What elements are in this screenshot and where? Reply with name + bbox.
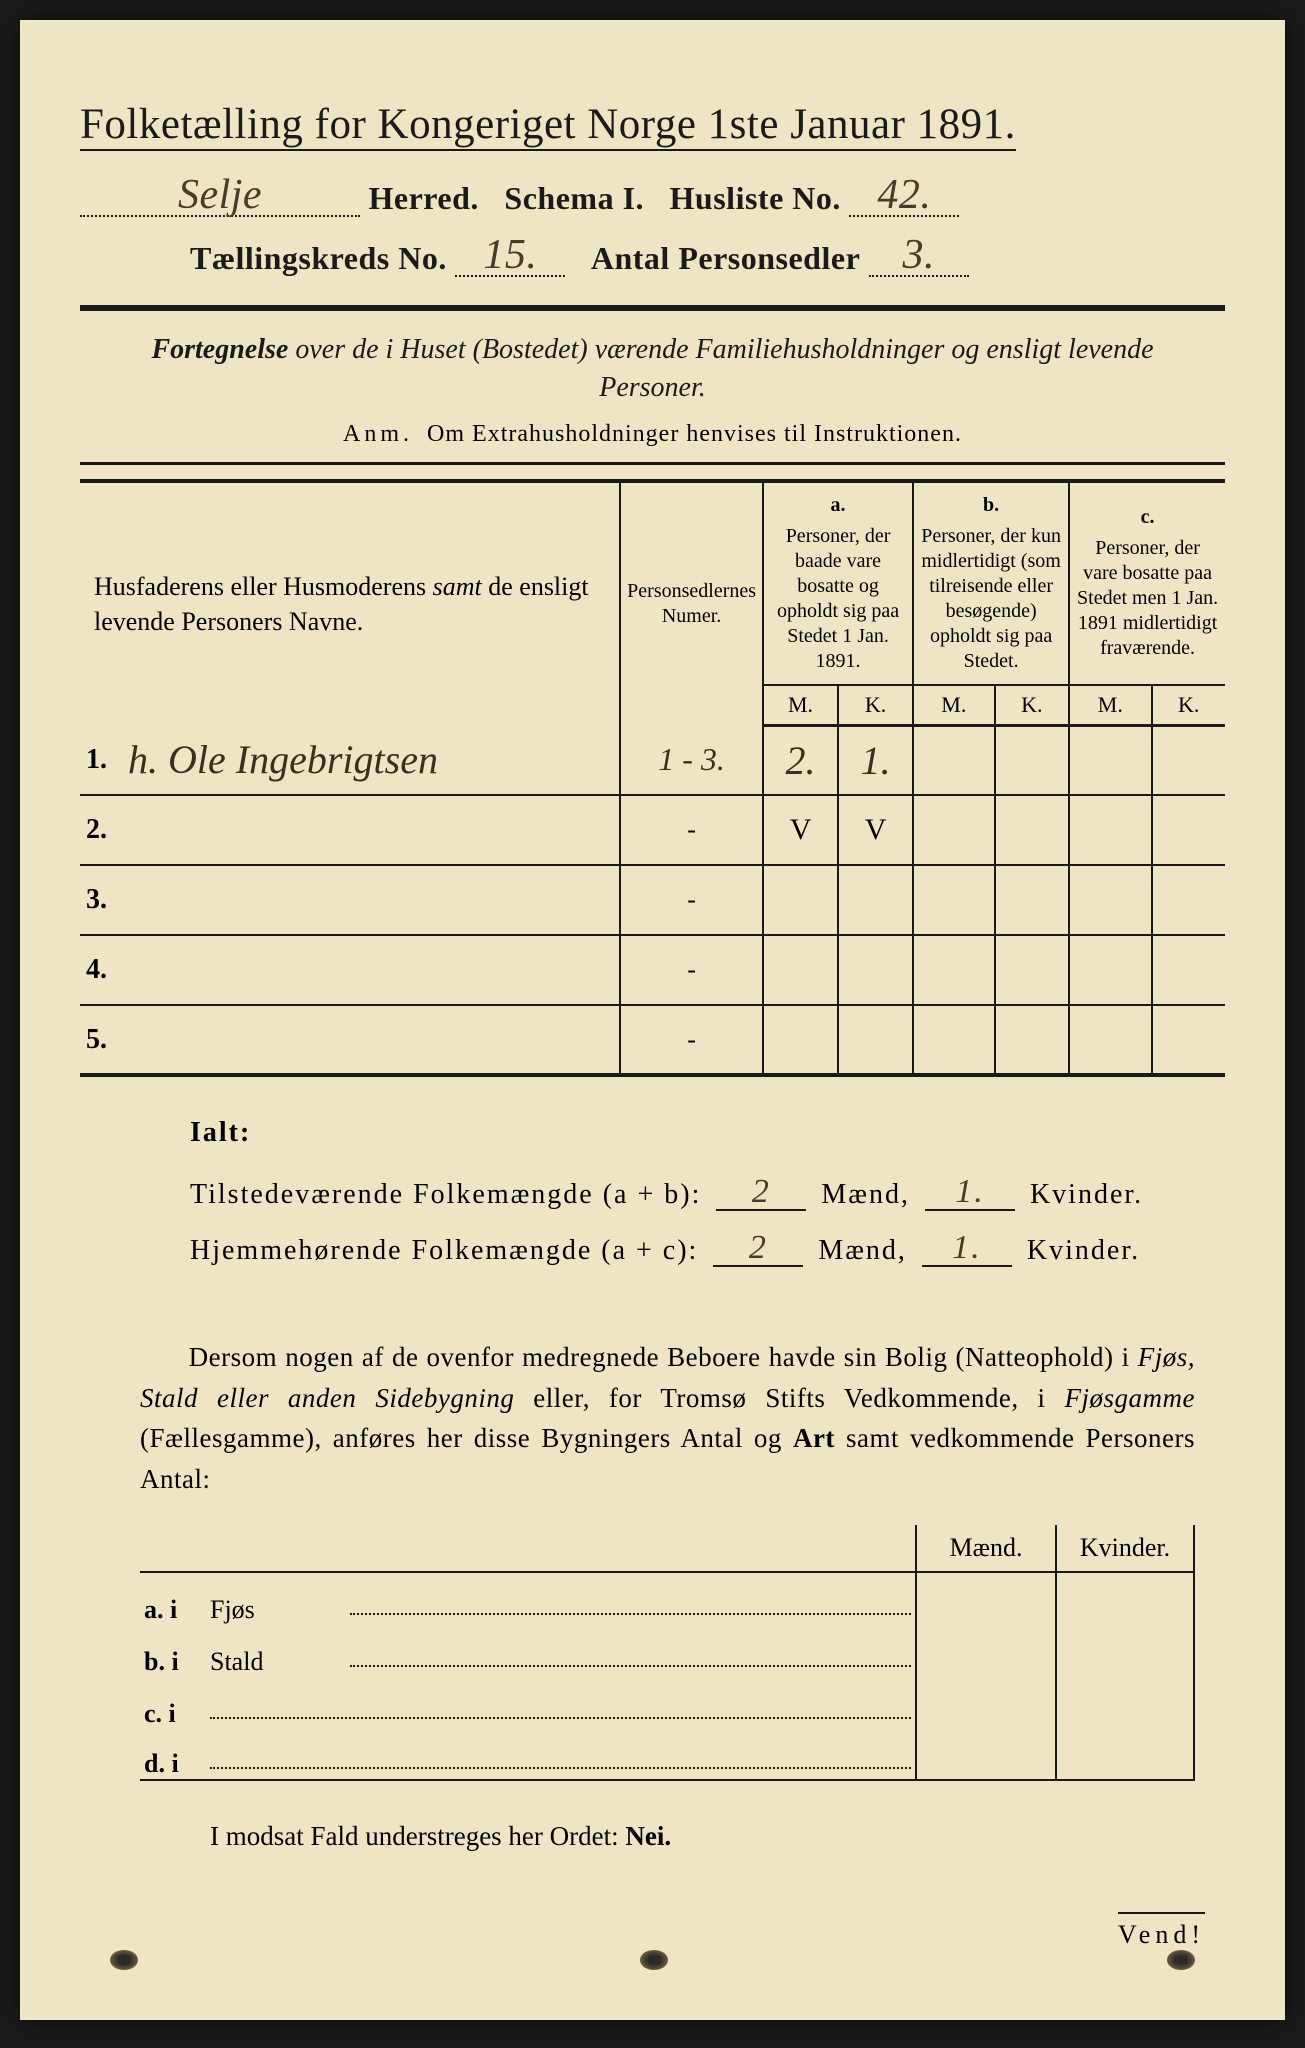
col-a-header: a. Personer, der baade vare bosatte og o…: [763, 481, 913, 685]
page-title: Folketælling for Kongeriget Norge 1ste J…: [80, 100, 1225, 149]
mk-cell: K.: [1152, 685, 1226, 726]
census-table: Husfaderens eller Husmoderens samt de en…: [80, 479, 1225, 1078]
building-paragraph: Dersom nogen af de ovenfor medregnede Be…: [140, 1337, 1195, 1499]
binding-hole-icon: [640, 1950, 668, 1970]
table-row: 2. - V V: [80, 795, 1225, 865]
turn-over-label: Vend!: [1118, 1912, 1205, 1950]
census-form-page: Folketælling for Kongeriget Norge 1ste J…: [20, 20, 1285, 2020]
note-line: Anm. Om Extrahusholdninger henvises til …: [80, 421, 1225, 448]
mk-cell: K.: [838, 685, 913, 726]
building-row: a. i Fjøs: [140, 1573, 1195, 1625]
mk-cell: M.: [763, 685, 838, 726]
col-numer-header: Personsedlernes Numer.: [620, 481, 763, 726]
totals-block: Ialt: Tilstedeværende Folkemængde (a + b…: [190, 1117, 1225, 1267]
sum-resident: Hjemmehørende Folkemængde (a + c): 2 Mæn…: [190, 1227, 1225, 1267]
mk-cell: K.: [995, 685, 1070, 726]
building-row: b. i Stald: [140, 1625, 1195, 1677]
table-row: 4. -: [80, 935, 1225, 1005]
sum-present: Tilstedeværende Folkemængde (a + b): 2 M…: [190, 1171, 1225, 1211]
header-line-1: Selje Herred. Schema I. Husliste No. 42.: [80, 167, 1225, 217]
col-kvinder: Kvinder.: [1055, 1525, 1195, 1571]
col-b-header: b. Personer, der kun midlertidigt (som t…: [913, 481, 1069, 685]
col-maend: Mænd.: [915, 1525, 1055, 1571]
binding-hole-icon: [1167, 1950, 1195, 1970]
building-row: d. i: [140, 1729, 1195, 1781]
modsat-line: I modsat Fald understreges her Ordet: Ne…: [210, 1821, 1225, 1852]
binding-hole-icon: [110, 1950, 138, 1970]
header-line-2: Tællingskreds No. 15. Antal Personsedler…: [80, 227, 1225, 277]
table-row: 3. -: [80, 865, 1225, 935]
divider: [80, 462, 1225, 465]
subtitle: Fortegnelse over de i Huset (Bostedet) v…: [120, 331, 1185, 407]
building-row: c. i: [140, 1677, 1195, 1729]
table-row: 1. h. Ole Ingebrigtsen 1 - 3. 2. 1.: [80, 725, 1225, 795]
table-row: 5. -: [80, 1005, 1225, 1075]
divider: [80, 305, 1225, 311]
building-table: Mænd. Kvinder. a. i Fjøs b. i Stald c. i…: [140, 1525, 1195, 1781]
mk-cell: M.: [1069, 685, 1151, 726]
col-name-header: Husfaderens eller Husmoderens samt de en…: [80, 481, 620, 726]
mk-cell: M.: [913, 685, 995, 726]
col-c-header: c. Personer, der vare bosatte paa Stedet…: [1069, 481, 1225, 685]
